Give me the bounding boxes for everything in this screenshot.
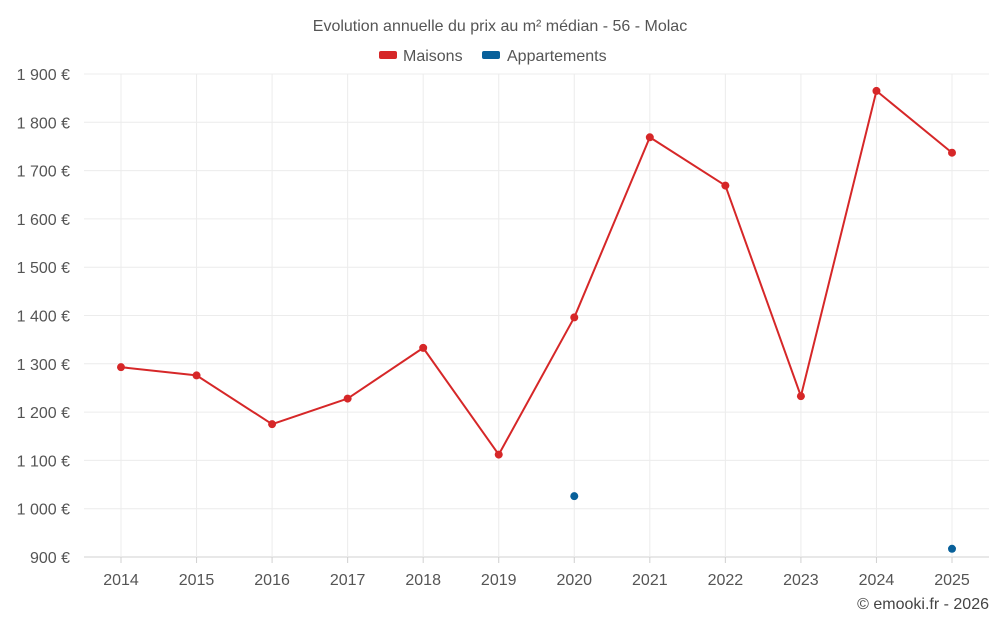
- legend-label-appartements: Appartements: [507, 48, 607, 65]
- x-tick-label: 2015: [179, 572, 215, 589]
- data-point-maisons[interactable]: [721, 181, 730, 190]
- x-tick-label: 2025: [934, 572, 970, 589]
- y-tick-label: 1 700 €: [17, 164, 70, 181]
- data-point-maisons[interactable]: [494, 450, 503, 459]
- x-tick-label: 2021: [632, 572, 668, 589]
- grid: [84, 73, 989, 558]
- x-tick-label: 2022: [708, 572, 744, 589]
- legend: Maisons Appartements: [379, 48, 607, 65]
- legend-item-maisons[interactable]: Maisons: [379, 48, 463, 65]
- data-point-maisons[interactable]: [268, 420, 277, 429]
- y-tick-label: 1 000 €: [17, 502, 70, 519]
- x-tick-label: 2023: [783, 572, 819, 589]
- y-tick-label: 1 800 €: [17, 115, 70, 132]
- legend-label-maisons: Maisons: [403, 48, 463, 65]
- data-point-maisons[interactable]: [645, 133, 654, 142]
- x-tick-label: 2016: [254, 572, 290, 589]
- y-tick-label: 1 600 €: [17, 212, 70, 229]
- data-point-maisons[interactable]: [796, 392, 805, 401]
- y-tick-label: 1 300 €: [17, 357, 70, 374]
- x-tick-label: 2019: [481, 572, 517, 589]
- y-tick-label: 900 €: [30, 550, 70, 567]
- legend-swatch-maisons: [379, 51, 397, 59]
- y-tick-label: 1 500 €: [17, 260, 70, 277]
- axes: 900 € 1 000 € 1 100 € 1 200 € 1 300 € 1 400 €…: [17, 67, 970, 589]
- credit-text: © emooki.fr - 2026: [857, 596, 989, 613]
- legend-item-appartements[interactable]: Appartements: [482, 48, 607, 65]
- x-tick-label: 2020: [556, 572, 592, 589]
- data-point-appartements[interactable]: [570, 492, 579, 501]
- y-tick-label: 1 400 €: [17, 309, 70, 326]
- series-line-maisons: [120, 89, 953, 456]
- x-tick-label: 2018: [405, 572, 441, 589]
- series: [117, 86, 956, 553]
- data-point-maisons[interactable]: [948, 148, 956, 157]
- data-point-maisons[interactable]: [117, 363, 125, 372]
- legend-swatch-appartements: [482, 51, 500, 59]
- x-tick-label: 2014: [103, 572, 139, 589]
- x-tick-label: 2024: [859, 572, 895, 589]
- data-point-maisons[interactable]: [343, 394, 352, 403]
- data-point-appartements[interactable]: [948, 544, 956, 553]
- y-tick-label: 1 200 €: [17, 405, 70, 422]
- x-tick-label: 2017: [330, 572, 366, 589]
- y-tick-label: 1 100 €: [17, 453, 70, 470]
- chart-title: Evolution annuelle du prix au m² médian …: [313, 18, 687, 35]
- data-point-maisons[interactable]: [570, 313, 579, 322]
- data-point-maisons[interactable]: [872, 86, 881, 95]
- data-point-maisons[interactable]: [192, 371, 201, 380]
- data-point-maisons[interactable]: [419, 343, 428, 352]
- y-tick-label: 1 900 €: [17, 67, 70, 84]
